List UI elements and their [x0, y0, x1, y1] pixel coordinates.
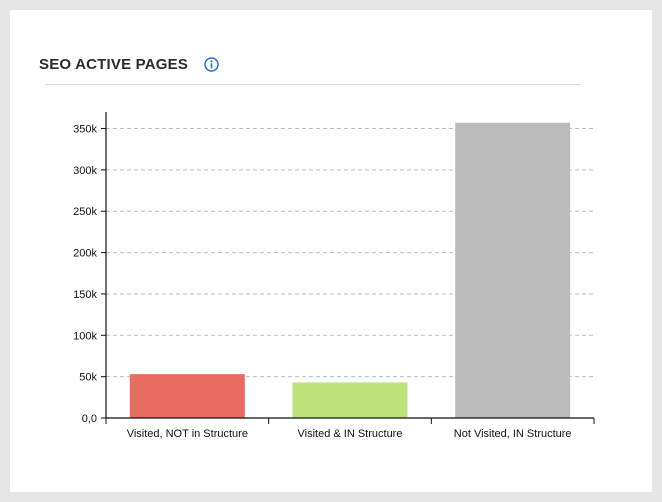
x-tick-label: Not Visited, IN Structure: [454, 428, 572, 440]
x-tick-label: Visited, NOT in Structure: [127, 428, 248, 440]
info-icon[interactable]: [204, 56, 219, 72]
y-tick-label: 250k: [73, 206, 97, 218]
page-title: SEO ACTIVE PAGES: [39, 55, 189, 73]
y-tick-label: 50k: [79, 372, 97, 384]
axes: [101, 112, 595, 424]
tick-labels: 0,0 50k 100k 150k 200k 250k 300k 350k Visited, N…: [73, 124, 571, 440]
bars: [129, 122, 571, 419]
bar-3[interactable]: [455, 122, 571, 419]
y-tick-label: 350k: [73, 124, 97, 136]
y-tick-label: 0,0: [82, 413, 97, 425]
bar-2[interactable]: [292, 382, 408, 418]
y-tick-label: 100k: [73, 330, 97, 342]
y-tick-label: 300k: [73, 165, 97, 177]
card-header: SEO ACTIVE PAGES: [39, 52, 219, 76]
bar-1[interactable]: [129, 374, 245, 418]
x-tick-label: Visited & IN Structure: [298, 428, 403, 440]
header-divider: [45, 84, 580, 85]
y-tick-label: 200k: [73, 248, 97, 260]
y-tick-label: 150k: [73, 289, 97, 301]
